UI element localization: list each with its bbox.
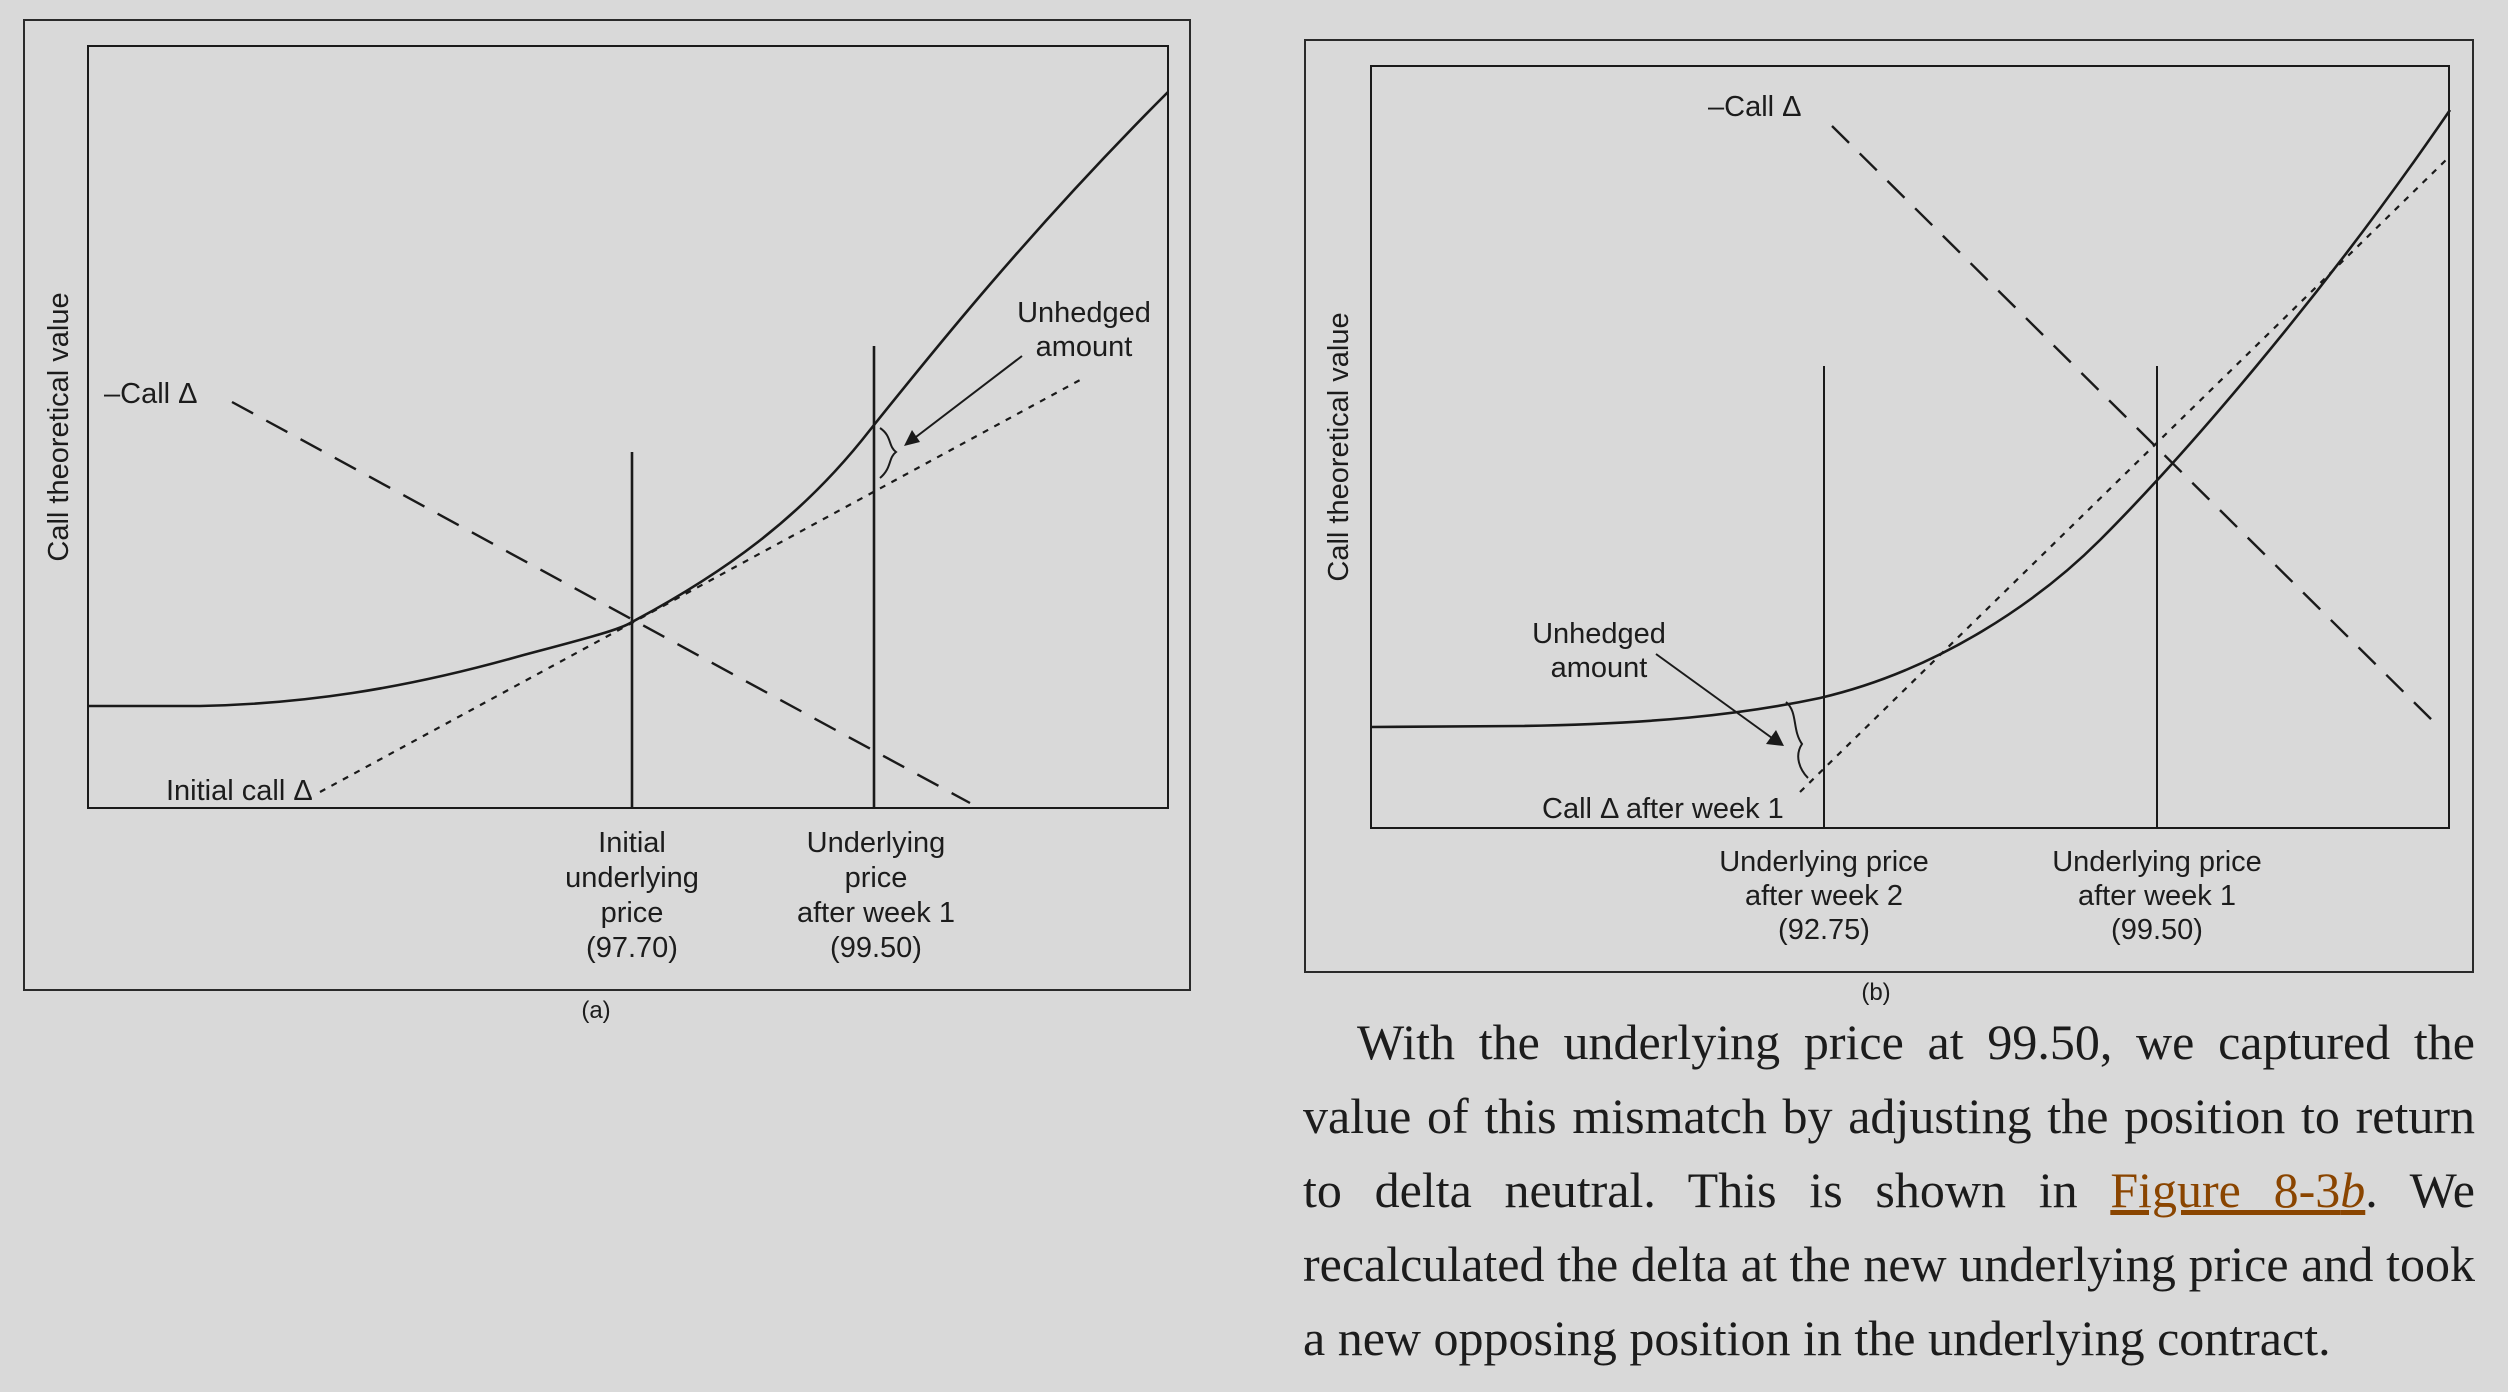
figure-b-week1-price-label-line: (99.50) xyxy=(2111,914,2203,946)
figure-b-week2-price-label-line: after week 2 xyxy=(1745,880,1903,912)
figure-a-neg-call-delta-line xyxy=(231,400,971,805)
body-paragraph: With the underlying price at 99.50, we c… xyxy=(1303,1005,2475,1375)
figure-a-initial-price-label: Initial underlying price (97.70) xyxy=(565,827,699,964)
figure-a-initial-price-label-line: underlying xyxy=(565,862,699,894)
figure-a-unhedged-arrowhead xyxy=(904,430,920,446)
figure-link-prefix: Figure 8-3 xyxy=(2110,1162,2341,1218)
paragraph-text-after-link: . We recalculated the delta at the new u… xyxy=(1303,1162,2475,1366)
figure-a-week1-price-label-line: price xyxy=(845,862,908,894)
figure-a-week1-price-label: Underlying price after week 1 (99.50) xyxy=(797,827,955,964)
figure-b-call-delta-week1-label: Call Δ after week 1 xyxy=(1542,793,1784,825)
figure-link-italic: b xyxy=(2340,1162,2366,1218)
figure-a-frame xyxy=(23,19,1191,991)
figure-a: Call theoretical value –Call Δ Initial c… xyxy=(23,19,1191,1024)
figure-b-caption: (b) xyxy=(1861,979,1890,1006)
figure-b-week2-price-label-line: (92.75) xyxy=(1778,914,1870,946)
figure-a-unhedged-label-line1: Unhedged xyxy=(1017,297,1151,329)
figure-b-week1-price-label-line: after week 1 xyxy=(2078,880,2236,912)
figure-a-week1-price-label-line: after week 1 xyxy=(797,897,955,929)
figure-b-call-delta-week1-line xyxy=(1799,159,2447,793)
figure-b-y-axis-label: Call theoretical value xyxy=(1323,312,1355,581)
figure-b-week1-price-label-line: Underlying price xyxy=(2052,846,2262,878)
figure-b-unhedged-brace xyxy=(1785,701,1809,779)
paragraph-text-before-link: With the underlying price at 99.50, we c… xyxy=(1303,1014,2475,1218)
figure-a-initial-call-delta-line xyxy=(319,379,1081,793)
figure-b-unhedged-label-line1: Unhedged xyxy=(1532,618,1666,650)
figure-a-week1-price-label-line: (99.50) xyxy=(830,932,922,964)
figure-b-week2-price-label: Underlying price after week 2 (92.75) xyxy=(1719,846,1929,946)
figure-a-week1-price-label-line: Underlying xyxy=(807,827,946,859)
figure-b-week1-price-label: Underlying price after week 1 (99.50) xyxy=(2052,846,2262,946)
figure-a-unhedged-arrow xyxy=(911,355,1023,441)
figure-a-initial-price-label-line: Initial xyxy=(598,827,666,859)
figure-a-y-axis-label: Call theoretical value xyxy=(43,292,75,561)
figure-a-caption: (a) xyxy=(581,997,610,1024)
figure-b-unhedged-arrow xyxy=(1655,653,1773,739)
figure-a-plot-area xyxy=(87,45,1169,809)
figure-b-unhedged-label-line2: amount xyxy=(1551,652,1648,684)
figure-a-initial-call-delta-label: Initial call Δ xyxy=(166,775,313,807)
figure-a-unhedged-brace xyxy=(879,427,898,479)
figure-b-plot-area xyxy=(1370,65,2450,829)
figure-a-neg-call-delta-label: –Call Δ xyxy=(104,378,198,410)
figure-8-3b-link[interactable]: Figure 8-3b xyxy=(2110,1162,2365,1218)
figure-b-frame xyxy=(1304,39,2474,973)
figure-b: Call theoretical value –Call Δ Call Δ af… xyxy=(1304,39,2474,1006)
figure-a-initial-price-label-line: price xyxy=(601,897,664,929)
figure-b-unhedged-arrowhead xyxy=(1766,730,1784,746)
figure-a-initial-price-label-line: (97.70) xyxy=(586,932,678,964)
figure-b-week2-price-label-line: Underlying price xyxy=(1719,846,1929,878)
figure-b-neg-call-delta-label: –Call Δ xyxy=(1708,91,1802,123)
figure-b-call-value-curve xyxy=(1370,109,2452,729)
figure-a-call-value-curve xyxy=(88,91,1169,708)
figure-b-neg-call-delta-line xyxy=(1831,125,2441,729)
figure-a-unhedged-label-line2: amount xyxy=(1036,331,1133,363)
